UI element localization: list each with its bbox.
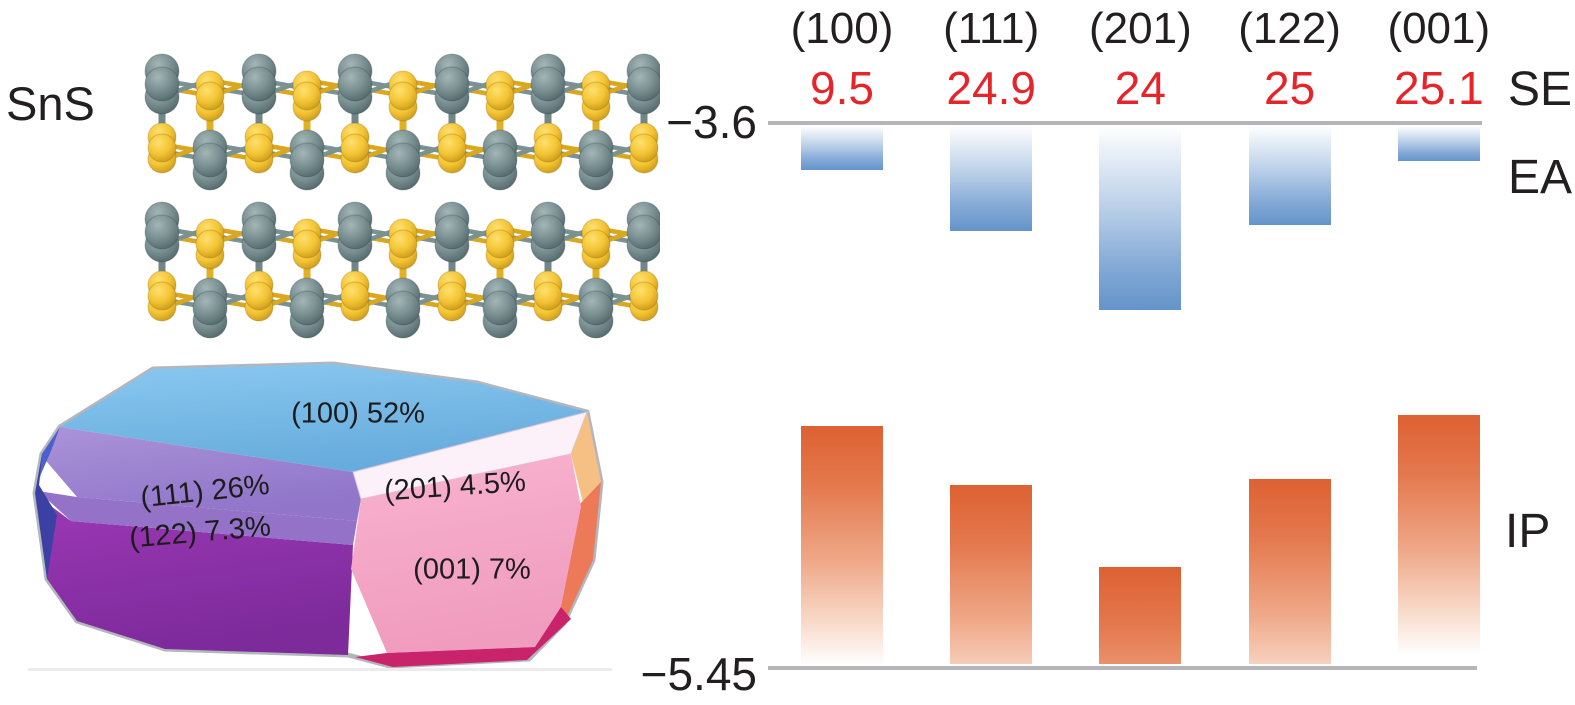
reference-line-bottom — [768, 666, 1477, 670]
wulff-face-001 — [351, 454, 581, 653]
facet-column-header: (100) — [790, 4, 894, 53]
ip-bar — [801, 426, 883, 664]
reference-line-top — [768, 121, 1482, 125]
wulff-face-salmon — [559, 482, 601, 623]
wulff-face-crimson — [355, 607, 571, 667]
se-value: 25 — [1264, 62, 1316, 114]
facet-column-header: (111) — [943, 4, 1040, 53]
ip-bar — [1099, 567, 1182, 664]
ea-bar — [950, 126, 1033, 231]
facet-column-header: (201) — [1089, 4, 1192, 53]
facet-column-header: (122) — [1238, 4, 1341, 53]
facet-label-001: (001) 7% — [413, 553, 531, 586]
row-label-ip: IP — [1505, 505, 1551, 558]
wulff-face-100 — [60, 364, 587, 472]
crystal-structure-image — [144, 53, 660, 339]
wulff-face-bottom-dark — [36, 495, 353, 655]
se-value: 25.1 — [1394, 62, 1484, 114]
ea-bar — [801, 126, 883, 170]
ip-bar — [1248, 479, 1331, 664]
y-tick-top: −3.6 — [666, 96, 757, 148]
wulff-face-122 — [38, 491, 357, 545]
ip-bar — [950, 485, 1033, 664]
wulff-face-111 — [41, 427, 361, 521]
facet-column-header: (001) — [1387, 4, 1491, 53]
ea-bar — [1099, 126, 1182, 310]
row-label-ea: EA — [1508, 151, 1573, 204]
facet-label-100: (100) 52% — [291, 397, 425, 430]
y-tick-bottom: −5.45 — [640, 648, 757, 700]
wulff-edge-blue — [37, 427, 60, 483]
compound-label: SnS — [6, 77, 95, 130]
wulff-edge-indigo — [35, 454, 57, 579]
row-label-se: SE — [1508, 63, 1573, 116]
wulff-face-peach — [571, 412, 601, 503]
ea-bar — [1397, 126, 1480, 161]
wulff-shape-image — [32, 361, 604, 669]
se-value: 9.5 — [810, 62, 874, 114]
ea-bar — [1248, 126, 1331, 225]
ip-bar — [1397, 415, 1480, 664]
figure-baseline — [28, 668, 612, 671]
se-value: 24 — [1114, 62, 1166, 114]
se-value: 24.9 — [946, 62, 1036, 114]
